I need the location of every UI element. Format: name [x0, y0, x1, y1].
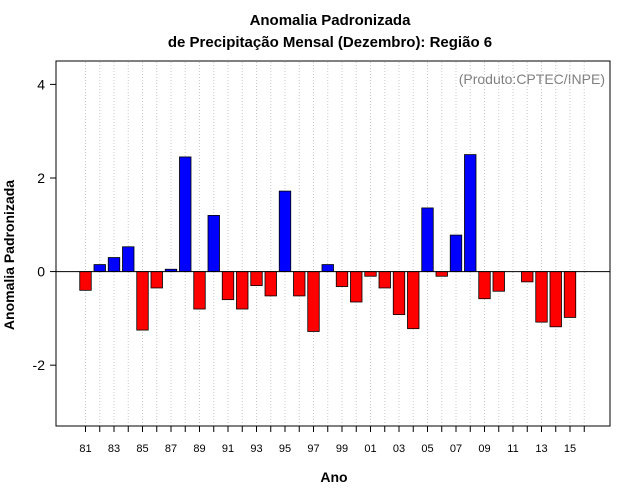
bar-95 — [278, 190, 292, 272]
bar-14 — [549, 271, 562, 328]
x-tick-label: 09 — [478, 443, 490, 455]
bar-92 — [236, 271, 249, 310]
bar-99 — [335, 271, 349, 287]
bar-08 — [464, 154, 477, 272]
bar-04 — [407, 271, 420, 330]
bar-07 — [449, 234, 463, 272]
bar-91 — [221, 271, 235, 301]
bar-89 — [193, 271, 206, 310]
axes: -2 0 2 4 81 83 85 87 89 91 93 95 97 99 01 03 05 07 09 11 13 1… — [33, 60, 611, 455]
y-tick-label: 2 — [37, 170, 45, 186]
bar-84 — [122, 246, 135, 272]
bars — [79, 154, 577, 332]
x-tick-label: 07 — [450, 443, 462, 455]
x-tick-label: 83 — [108, 443, 120, 455]
bar-85 — [136, 271, 149, 331]
bar-03 — [392, 271, 406, 316]
y-tick-label: 0 — [37, 264, 45, 280]
x-tick-label: 97 — [307, 443, 319, 455]
x-axis-label: Ano — [320, 469, 347, 485]
x-tick-label: 05 — [421, 443, 433, 455]
bar-93 — [250, 271, 263, 287]
y-tick-label: 4 — [37, 76, 45, 92]
x-tick-label: 81 — [79, 443, 91, 455]
bar-06 — [435, 271, 448, 277]
bar-05 — [421, 207, 434, 272]
bar-96 — [293, 271, 306, 297]
x-tick-label: 13 — [535, 443, 547, 455]
bar-10 — [492, 271, 505, 292]
bar-12 — [521, 271, 534, 283]
bar-13 — [535, 271, 548, 323]
bar-82 — [93, 264, 106, 272]
x-tick-label: 99 — [336, 443, 348, 455]
bar-02 — [378, 271, 391, 289]
bar-94 — [264, 271, 277, 297]
x-tick-label: 87 — [165, 443, 177, 455]
chart-title: Anomalia Padronizada — [250, 12, 412, 29]
x-tick-label: 95 — [279, 443, 291, 455]
bar-88 — [179, 156, 192, 272]
bar-01 — [364, 271, 377, 277]
x-tick-label: 11 — [507, 443, 518, 455]
x-tick-label: 91 — [222, 443, 234, 455]
x-tick-label: 85 — [136, 443, 148, 455]
y-tick-label: -2 — [33, 357, 46, 373]
x-tick-label: 03 — [393, 443, 405, 455]
bar-86 — [150, 271, 163, 289]
x-tick-label: 01 — [364, 443, 376, 455]
chart-subtitle: de Precipitação Mensal (Dezembro): Regiã… — [168, 34, 492, 51]
x-tick-label: 93 — [250, 443, 262, 455]
x-tick-label: 15 — [564, 443, 576, 455]
bar-00 — [350, 271, 363, 303]
bar-15 — [563, 271, 577, 318]
bar-09 — [478, 271, 491, 300]
y-axis-label: Anomalia Padronizada — [1, 180, 17, 330]
credit-text: (Produto:CPTEC/INPE) — [459, 71, 605, 87]
plot-frame — [55, 60, 611, 427]
x-tick-label: 89 — [193, 443, 205, 455]
bar-81 — [79, 271, 92, 291]
grid — [85, 62, 585, 425]
bar-90 — [207, 215, 220, 272]
bar-83 — [107, 257, 121, 272]
bar-98 — [321, 264, 334, 272]
bar-97 — [307, 271, 320, 332]
